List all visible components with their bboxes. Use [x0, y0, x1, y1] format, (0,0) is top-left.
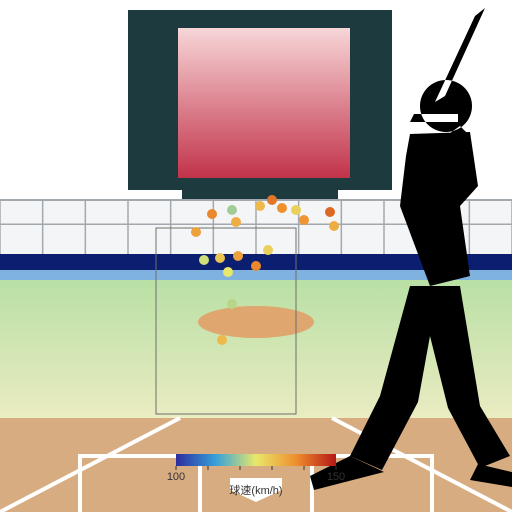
pitch-point	[255, 201, 265, 211]
pitch-point	[223, 267, 233, 277]
pitch-point	[263, 245, 273, 255]
colorbar	[176, 454, 336, 466]
pitch-point	[233, 251, 243, 261]
pitchers-mound	[198, 306, 314, 338]
scoreboard-screen	[178, 28, 350, 178]
pitch-point	[231, 217, 241, 227]
pitch-point	[325, 207, 335, 217]
pitch-point	[227, 205, 237, 215]
pitch-point	[329, 221, 339, 231]
pitch-point	[277, 203, 287, 213]
pitch-point	[215, 253, 225, 263]
colorbar-label: 球速(km/h)	[229, 483, 282, 497]
pitch-point	[299, 215, 309, 225]
pitch-point	[251, 261, 261, 271]
pitch-point	[199, 255, 209, 265]
colorbar-tick-label: 150	[327, 471, 345, 483]
colorbar-tick-label: 100	[167, 471, 185, 483]
pitch-point	[191, 227, 201, 237]
pitch-point	[227, 299, 237, 309]
pitch-point	[217, 335, 227, 345]
pitch-point	[207, 209, 217, 219]
pitch-point	[291, 205, 301, 215]
pitch-point	[267, 195, 277, 205]
